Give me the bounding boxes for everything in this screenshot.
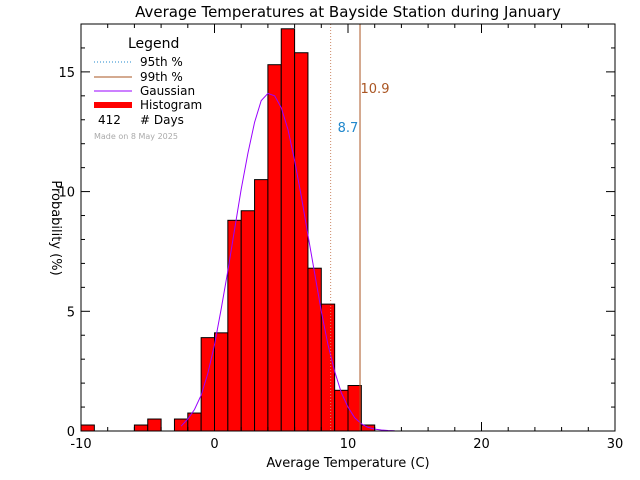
histogram-bar bbox=[133, 424, 149, 432]
y-tick-label: 5 bbox=[67, 305, 75, 320]
legend-label-99th: 99th % bbox=[140, 70, 183, 84]
made-on-note: Made on 8 May 2025 bbox=[94, 132, 178, 141]
histogram-bar bbox=[334, 389, 349, 432]
y-tick-label: 10 bbox=[58, 186, 75, 201]
p99-label: 10.9 bbox=[361, 82, 390, 97]
histogram-bar bbox=[347, 385, 362, 432]
legend-title: Legend bbox=[128, 36, 179, 52]
x-tick-label: 0 bbox=[210, 437, 218, 452]
histogram-bar bbox=[280, 28, 296, 432]
legend-label-95th: 95th % bbox=[140, 55, 183, 69]
chart-title: Average Temperatures at Bayside Station … bbox=[135, 3, 561, 21]
histogram-bar bbox=[227, 219, 242, 432]
gaussian-curve bbox=[180, 92, 395, 432]
y-tick-label: 0 bbox=[67, 425, 75, 440]
p95-label: 8.7 bbox=[338, 121, 359, 136]
x-tick-label: -10 bbox=[70, 437, 91, 452]
histogram-bar bbox=[267, 64, 282, 432]
legend-label-gaussian: Gaussian bbox=[140, 84, 195, 98]
histogram-bar bbox=[80, 424, 95, 432]
x-tick-label: 20 bbox=[473, 437, 490, 452]
legend: Legend 95th % 99th % Gaussian Histogram … bbox=[94, 36, 202, 141]
legend-days-label: # Days bbox=[140, 113, 184, 127]
histogram-bar bbox=[254, 179, 269, 432]
x-tick-label: 10 bbox=[340, 437, 357, 452]
histogram-bar bbox=[360, 424, 376, 432]
legend-days-count: 412 bbox=[98, 113, 121, 127]
histogram-bar bbox=[240, 210, 256, 432]
x-axis-label: Average Temperature (C) bbox=[266, 456, 429, 471]
legend-label-histogram: Histogram bbox=[140, 98, 202, 112]
y-axis-label: Probability (%) bbox=[48, 180, 63, 275]
histogram-bar bbox=[214, 332, 229, 432]
y-tick-label: 15 bbox=[58, 66, 75, 81]
x-tick-label: 30 bbox=[607, 437, 624, 452]
histogram-bar bbox=[307, 267, 322, 432]
histogram-bar bbox=[294, 52, 309, 432]
histogram-bar bbox=[147, 418, 162, 432]
